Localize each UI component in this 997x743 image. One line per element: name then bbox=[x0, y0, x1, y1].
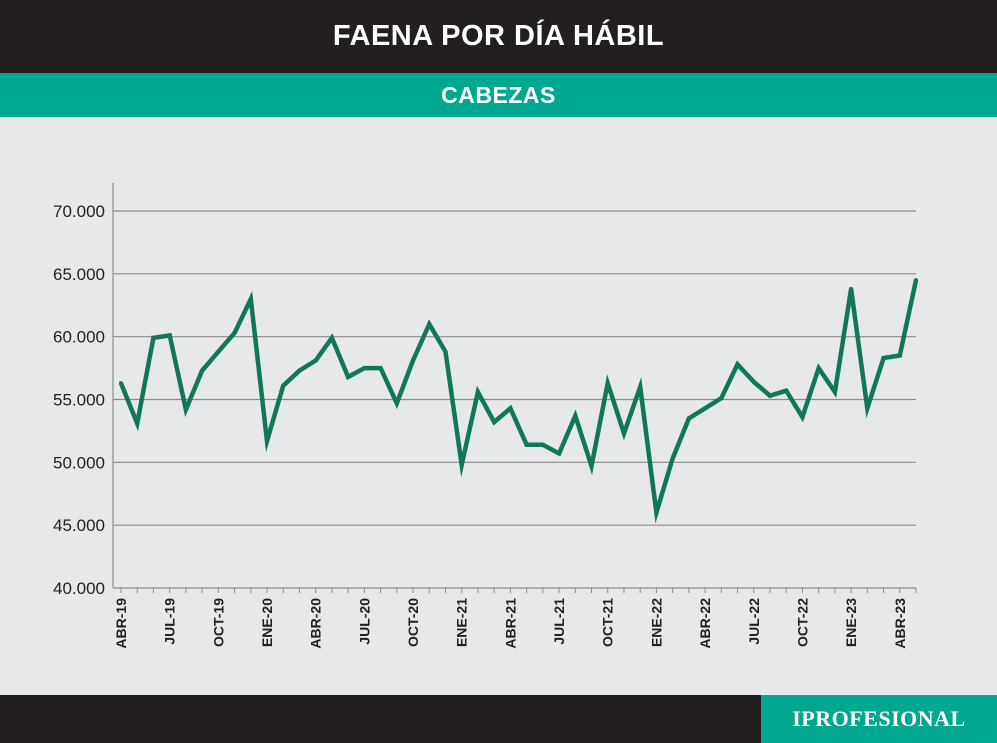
brand-logo: IPROFESIONAL bbox=[761, 695, 997, 743]
data-point bbox=[703, 406, 708, 411]
data-point bbox=[216, 349, 221, 354]
chart-title: FAENA POR DÍA HÁBIL bbox=[332, 20, 665, 52]
x-tick-label: ABR-23 bbox=[892, 598, 908, 649]
y-tick-label: 55.000 bbox=[53, 391, 105, 410]
grid-lines bbox=[113, 210, 916, 589]
data-point bbox=[816, 366, 821, 371]
data-point bbox=[281, 383, 286, 388]
x-tick-label: OCT-20 bbox=[405, 598, 421, 647]
data-point bbox=[459, 462, 464, 467]
data-point bbox=[605, 381, 610, 386]
y-tick-label: 60.000 bbox=[53, 328, 105, 347]
x-tick-label: ABR-22 bbox=[697, 598, 713, 649]
data-point bbox=[362, 366, 367, 371]
x-tick-label: ENE-23 bbox=[843, 598, 859, 647]
data-point bbox=[297, 368, 302, 373]
x-tick-label: ENE-22 bbox=[648, 598, 664, 647]
data-point bbox=[865, 406, 870, 411]
x-tick-label: JUL-22 bbox=[746, 598, 762, 645]
data-point bbox=[427, 322, 432, 327]
y-tick-label: 40.000 bbox=[53, 579, 105, 598]
data-point bbox=[378, 366, 383, 371]
y-tick-label: 70.000 bbox=[53, 202, 105, 221]
title-bar: FAENA POR DÍA HÁBIL bbox=[0, 0, 997, 73]
y-tick-label: 50.000 bbox=[53, 453, 105, 472]
subtitle-bar: CABEZAS bbox=[0, 73, 997, 117]
data-point bbox=[524, 442, 529, 447]
data-point bbox=[686, 416, 691, 421]
data-point bbox=[735, 362, 740, 367]
chart-subtitle: CABEZAS bbox=[441, 81, 556, 108]
data-point bbox=[200, 368, 205, 373]
data-point bbox=[719, 396, 724, 401]
x-tick-label: JUL-19 bbox=[162, 598, 178, 645]
data-point bbox=[248, 296, 253, 301]
data-point bbox=[540, 442, 545, 447]
data-point bbox=[638, 384, 643, 389]
data-point bbox=[492, 420, 497, 425]
x-tick-labels: ABR-19 JUL-19 OCT-19 ENE-20 ABR-20 JUL-20 OCT-… bbox=[113, 598, 908, 649]
x-tick-label: OCT-21 bbox=[600, 598, 616, 647]
data-point bbox=[767, 393, 772, 398]
data-point bbox=[346, 374, 351, 379]
data-point bbox=[849, 286, 854, 291]
data-point bbox=[265, 438, 270, 443]
data-point bbox=[411, 358, 416, 363]
data-point bbox=[881, 356, 886, 361]
x-tick-label: JUL-21 bbox=[551, 598, 567, 645]
x-tick-label: ABR-21 bbox=[502, 598, 518, 649]
data-point bbox=[313, 358, 318, 363]
x-tick-label: ABR-19 bbox=[113, 598, 129, 649]
data-point bbox=[135, 421, 140, 426]
series bbox=[118, 278, 919, 524]
x-tick-label: OCT-19 bbox=[210, 598, 226, 647]
data-point bbox=[167, 333, 172, 338]
line-chart: 40.000 45.000 50.000 55.000 60.000 65.000 70.0… bbox=[53, 183, 919, 649]
y-tick-label: 65.000 bbox=[53, 265, 105, 284]
data-point bbox=[508, 406, 513, 411]
x-tick-label: ABR-20 bbox=[308, 598, 324, 649]
data-point bbox=[443, 349, 448, 354]
x-tick-label: OCT-22 bbox=[794, 598, 810, 647]
data-point bbox=[183, 407, 188, 412]
data-point bbox=[557, 451, 562, 456]
data-point bbox=[784, 388, 789, 393]
y-tick-label: 45.000 bbox=[53, 516, 105, 535]
data-point bbox=[800, 415, 805, 420]
data-point bbox=[119, 381, 123, 386]
footer-bar: IPROFESIONAL bbox=[0, 695, 997, 743]
x-tick-label: ENE-20 bbox=[259, 598, 275, 647]
data-point bbox=[475, 389, 480, 394]
data-point bbox=[914, 278, 918, 283]
x-tick-label: JUL-20 bbox=[356, 598, 372, 645]
data-point bbox=[654, 510, 659, 515]
data-point bbox=[670, 456, 675, 461]
series-line bbox=[118, 279, 919, 524]
data-point bbox=[394, 401, 399, 406]
data-point bbox=[832, 389, 837, 394]
data-point bbox=[151, 335, 156, 340]
data-point bbox=[573, 413, 578, 418]
x-tick-label: ENE-21 bbox=[454, 598, 470, 647]
brand-name: IPROFESIONAL bbox=[792, 706, 966, 731]
data-point bbox=[589, 464, 594, 469]
y-tick-labels: 40.000 45.000 50.000 55.000 60.000 65.000 70.0… bbox=[53, 202, 105, 598]
data-point bbox=[232, 330, 237, 335]
data-point bbox=[897, 353, 902, 358]
data-point bbox=[621, 431, 626, 436]
axes bbox=[112, 183, 917, 593]
data-point bbox=[329, 335, 334, 340]
data-point bbox=[751, 379, 756, 384]
